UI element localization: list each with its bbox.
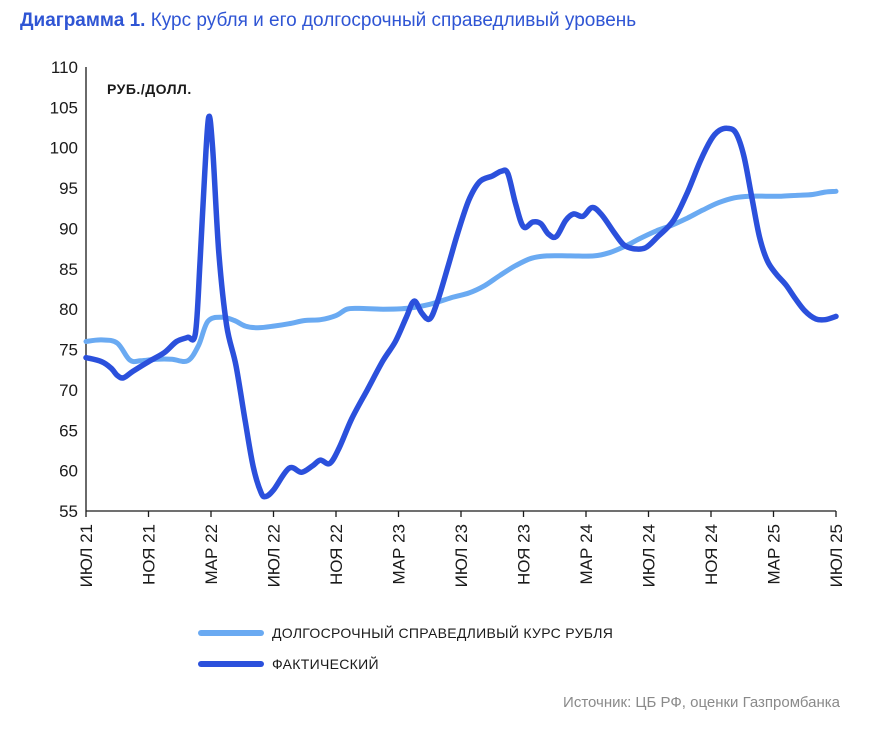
x-tick-label: ИЮЛ 22 [265, 524, 284, 587]
x-tick-label: ИЮЛ 24 [640, 524, 659, 587]
y-tick-label: 110 [51, 58, 78, 77]
x-tick-label: ИЮЛ 21 [77, 524, 96, 587]
y-tick-label: 90 [59, 219, 78, 238]
y-tick-label: 70 [59, 381, 78, 400]
x-tick-label: ИЮЛ 25 [827, 524, 846, 587]
legend-label-actual: ФАКТИЧЕСКИЙ [272, 656, 379, 672]
x-tick-label: ИЮЛ 23 [452, 524, 471, 587]
legend-swatch-actual [198, 661, 264, 667]
y-tick-label: 55 [59, 502, 78, 521]
y-tick-label: 65 [59, 421, 78, 440]
y-tick-label: 85 [59, 260, 78, 279]
x-tick-label: МАР 22 [202, 524, 221, 584]
x-tick-label: МАР 25 [765, 524, 784, 584]
x-tick-label: НОЯ 23 [515, 524, 534, 585]
source-note: Источник: ЦБ РФ, оценки Газпромбанка [563, 694, 840, 711]
x-tick-label: МАР 23 [390, 524, 409, 584]
x-tick-label: НОЯ 22 [327, 524, 346, 585]
x-tick-label: НОЯ 24 [702, 524, 721, 585]
legend-item-actual: ФАКТИЧЕСКИЙ [198, 656, 379, 672]
legend-label-fair-rate: ДОЛГОСРОЧНЫЙ СПРАВЕДЛИВЫЙ КУРС РУБЛЯ [272, 625, 614, 641]
series-line-actual [83, 113, 839, 500]
legend-item-fair-rate: ДОЛГОСРОЧНЫЙ СПРАВЕДЛИВЫЙ КУРС РУБЛЯ [198, 625, 613, 641]
legend-swatch-fair-rate [198, 630, 264, 636]
chart-title-number: Диаграмма 1. [20, 10, 146, 31]
y-tick-label: 75 [59, 341, 78, 360]
line-chart: РУБ./ДОЛЛ. 55 60 65 70 75 80 85 90 95 100 105 110 И… [50, 58, 846, 587]
x-tick-label: НОЯ 21 [140, 524, 159, 585]
chart-title: Диаграмма 1. Курс рубля и его долгосрочн… [20, 10, 636, 32]
y-tick-label: 95 [59, 179, 78, 198]
x-tick-label: МАР 24 [577, 524, 596, 584]
y-tick-label: 100 [50, 139, 78, 158]
chart-series [83, 113, 839, 500]
y-axis-unit-label: РУБ./ДОЛЛ. [107, 81, 192, 97]
y-tick-label: 80 [59, 300, 78, 319]
y-tick-label: 60 [59, 462, 78, 481]
y-axis-ticks: 55 60 65 70 75 80 85 90 95 100 105 110 [50, 58, 78, 521]
x-axis-ticks: ИЮЛ 21 НОЯ 21 МАР 22 ИЮЛ 22 НОЯ 22 МАР 23 ИЮЛ … [77, 511, 846, 587]
y-tick-label: 105 [50, 98, 78, 117]
chart-title-text: Курс рубля и его долгосрочный справедлив… [150, 10, 637, 31]
series-line-fair-rate [83, 188, 839, 365]
